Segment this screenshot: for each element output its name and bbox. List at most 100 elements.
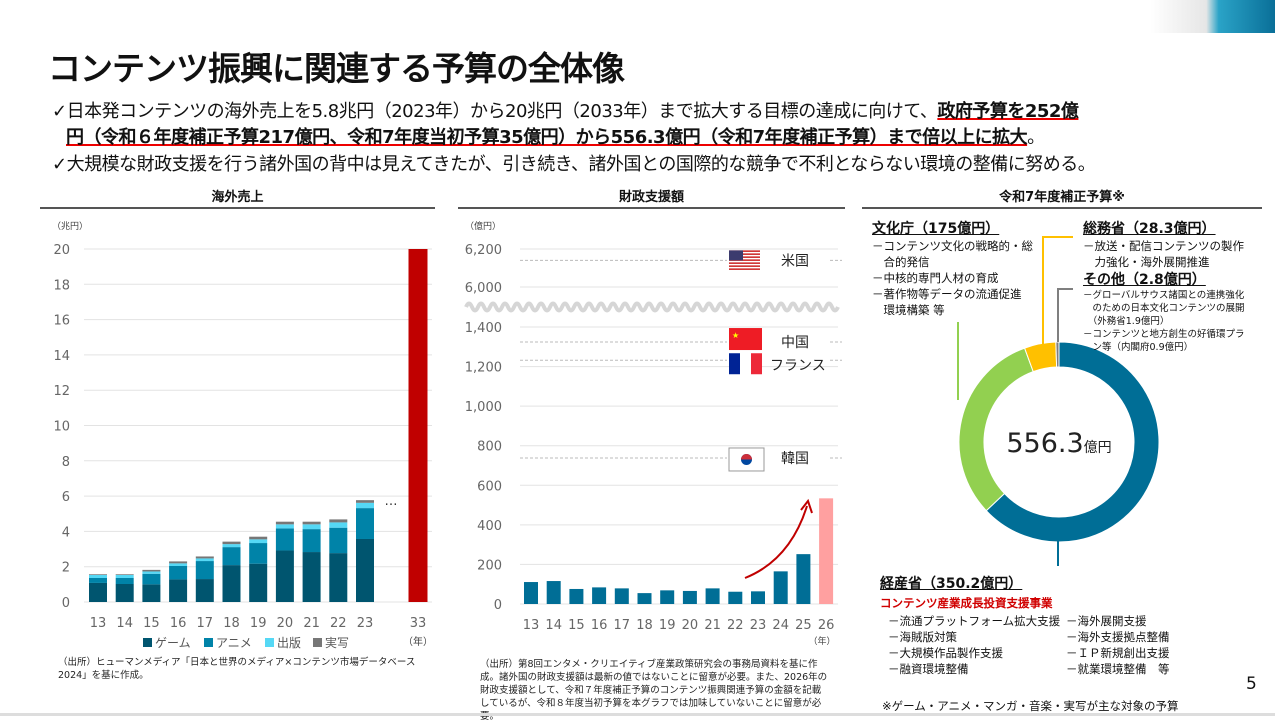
section-title-sales: 海外売上 [211,190,264,205]
bar-ゲーム-14 [115,583,134,602]
meti-list-2: －海外展開支援 －海外支援拠点整備 －ＩＰ新規創出支援 －就業環境整備 等 [1066,613,1170,677]
bar-アニメ-22 [329,527,348,554]
section-title-support: 財政支援額 [618,190,684,205]
somu-heading: 総務省（28.3億円） [1083,221,1216,237]
x-tick-label: 14 [116,616,133,631]
list-item: ン等（内閣府0.9億円） [1083,342,1194,353]
bar-出版-22 [329,522,348,528]
legend-label: 出版 [277,636,301,650]
y-tick-label: 200 [477,558,502,573]
leader-line-other [1057,288,1073,342]
y-tick-label: 1,400 [465,321,502,336]
list-item: （外務省1.9億円） [1083,316,1170,327]
list-item: －融資環境整備 [888,662,969,676]
bar-アニメ-23 [356,508,374,539]
section-title-budget: 令和7年度補正予算※ [999,190,1125,205]
x-tick-label: 23 [750,618,767,633]
x-tick-label: 21 [303,616,320,631]
list-item: －著作物等データの流通促進 [872,287,1022,301]
x-tick-label: 13 [523,618,540,633]
bar-実写-21 [302,521,321,525]
x-tick-label: 18 [636,618,653,633]
bullet-2: ✓大規模な財政支援を行う諸外国の背中は見えてきたが、引き続き、諸外国との国際的な… [52,154,1096,175]
bar-アニメ-16 [169,565,188,580]
bar-アニメ-15 [142,573,161,585]
meti-block: 経産省（350.2億円） コンテンツ産業成長投資支援事業 [880,573,1053,611]
bar-23 [751,591,765,604]
bar-ゲーム-19 [249,563,268,602]
meti-subheading: コンテンツ産業成長投資支援事業 [880,596,1053,610]
y-tick-label: 2 [62,561,70,576]
bar-17 [614,588,629,604]
divider [458,207,845,209]
flag-stripe [729,265,760,267]
flag-stripe [740,353,751,375]
x-tick-label: 33 [410,616,427,631]
other-block: その他（2.8億円） －グローバルサウス諸国との連携強化 のための日本文化コンテ… [1083,269,1245,354]
flag-star: ★ [732,331,739,340]
bar-14 [546,581,561,604]
source-note-sales: （出所）ヒューマンメディア「日本と世界のメディア×コンテンツ市場データベース20… [58,657,416,681]
x-axis-unit: （年） [403,635,433,648]
y-tick-label: 800 [477,440,502,455]
somu-block: 総務省（28.3億円） －放送・配信コンテンツの製作 力強化・海外展開推進 [1083,218,1244,270]
x-tick-label: 26 [818,618,835,633]
bar-ゲーム-21 [302,552,321,602]
bar-26 [819,498,834,604]
y-tick-label: 6,200 [465,243,502,258]
list-item: －ＩＰ新規創出支援 [1066,646,1170,660]
meti-list-1: －流通プラットフォーム拡大支援 －海賊版対策 －大規模作品製作支援 －融資環境整… [888,613,1060,677]
y-tick-label: 400 [477,519,502,534]
list-item: －流通プラットフォーム拡大支援 [888,614,1061,628]
y-tick-label: 1,200 [465,361,502,376]
y-tick-label: 20 [53,243,70,258]
y-axis-unit: （兆円） [52,221,88,232]
legend-swatch [265,638,274,647]
page-title: コンテンツ振興に関連する予算の全体像 [48,49,625,88]
x-tick-label: 17 [197,616,214,631]
bar-実写-22 [329,519,348,523]
y-tick-label: 600 [477,479,502,494]
france-flag-icon [729,353,740,375]
bar-ゲーム-16 [169,579,188,602]
list-item: －海外展開支援 [1066,614,1147,628]
bar-22 [728,591,743,604]
bullet-1-highlight: 政府予算を252億 [937,101,1079,122]
bar-アニメ-20 [275,528,294,551]
bar-15 [569,588,584,604]
arrow-head-icon [800,498,813,514]
bar-実写-19 [249,536,268,540]
divider [862,207,1262,209]
list-item: －海賊版対策 [888,630,957,644]
x-tick-label: 19 [659,618,676,633]
y-tick-label: 10 [53,420,70,435]
x-tick-label: 23 [357,616,374,631]
bar-ゲーム-18 [222,565,241,602]
bar-アニメ-14 [115,577,134,584]
donut-slice-経産省 [985,341,1160,543]
bullet-1-text: ✓日本発コンテンツの海外売上を5.8兆円（2023年）から20兆円（2033年）… [52,101,938,122]
x-tick-label: 20 [277,616,294,631]
bar-13 [524,582,538,604]
flag-stripe [729,268,760,270]
meti-heading: 経産省（350.2億円） [880,576,1023,592]
flag-stripe [751,353,762,375]
growth-arrow-icon [744,505,808,579]
country-label: 韓国 [781,451,809,467]
divider [40,207,435,209]
list-item: －グローバルサウス諸国との連携強化 [1083,290,1245,301]
bullet-1-cont: 円（令和６年度補正予算217億円、令和7年度当初予算35億円）から556.3億円… [66,123,1045,149]
bunka-block: 文化庁（175億円） －コンテンツ文化の戦略的・総 合的発信 －中核的専門人材の… [872,218,1033,318]
bar-出版-19 [249,539,268,544]
donut-slice-その他 [1055,341,1060,368]
flag-stripe [729,259,760,261]
list-item: －中核的専門人材の育成 [872,271,999,285]
y-tick-label: 0 [494,598,502,613]
x-tick-label: 13 [90,616,107,631]
bar-実写-20 [275,521,294,525]
us-flag-icon [729,250,743,261]
bar-25 [796,554,811,604]
bar-ゲーム-22 [329,553,348,602]
bar-出版-14 [115,574,134,578]
